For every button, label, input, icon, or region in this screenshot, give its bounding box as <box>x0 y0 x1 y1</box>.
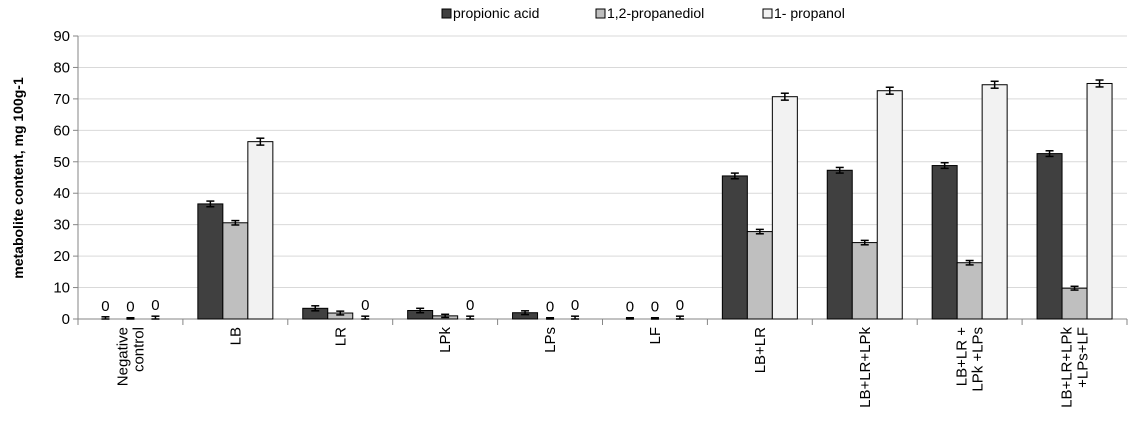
y-tick-label: 80 <box>53 59 70 76</box>
data-label: 0 <box>676 297 684 314</box>
bar <box>746 231 773 320</box>
bar <box>876 90 903 320</box>
legend-swatch-propionic-acid <box>441 8 452 19</box>
bar <box>771 96 798 320</box>
y-tick-label: 40 <box>53 185 70 202</box>
data-label: 0 <box>151 297 159 314</box>
bar <box>931 165 958 320</box>
bar <box>1061 287 1088 320</box>
x-tick-label: control <box>130 327 147 372</box>
x-tick-label: LPk +LPs <box>970 327 987 392</box>
data-label: 0 <box>651 299 659 316</box>
bar <box>981 84 1008 320</box>
x-tick-label: LB+LR+LPk <box>1059 327 1076 408</box>
y-tick-label: 30 <box>53 217 70 234</box>
x-tick-label: LB+LR+LPk <box>857 327 874 408</box>
x-tick-label: +LPs+LF <box>1075 327 1092 388</box>
legend: propionic acid 1,2-propanediol 1- propan… <box>441 5 845 21</box>
legend-swatch-propanol <box>762 8 773 19</box>
y-tick-label: 70 <box>53 91 70 108</box>
bar <box>222 222 249 320</box>
data-label: 0 <box>466 297 474 314</box>
x-tick-label: LB+LR <box>752 327 769 373</box>
y-tick-label: 50 <box>53 154 70 171</box>
bar <box>826 169 853 320</box>
data-label: 0 <box>126 299 134 316</box>
y-tick-label: 90 <box>53 28 70 45</box>
data-label: 0 <box>546 299 554 316</box>
x-tick-label: Negative <box>114 327 131 386</box>
legend-label-propanediol: 1,2-propanediol <box>607 5 704 21</box>
y-tick-label: 60 <box>53 122 70 139</box>
x-tick-label: LB <box>227 327 244 345</box>
y-tick-label: 20 <box>53 248 70 265</box>
bar <box>197 203 224 320</box>
bar <box>851 242 878 320</box>
y-tick-label: 10 <box>53 280 70 297</box>
x-tick-label: LB+LR + <box>954 327 971 386</box>
data-label: 0 <box>626 299 634 316</box>
bar <box>956 262 983 320</box>
bar <box>721 175 748 320</box>
y-axis-title: metabolite content, mg 100g-1 <box>10 77 26 279</box>
x-tick-label: LPs <box>542 327 559 353</box>
y-tick-label: 0 <box>62 311 70 328</box>
bar <box>247 141 274 320</box>
x-tick-label: LR <box>332 327 349 346</box>
x-tick-label: LF <box>647 327 664 345</box>
legend-label-propanol: 1- propanol <box>774 5 845 21</box>
bar <box>1036 153 1063 320</box>
data-label: 0 <box>571 297 579 314</box>
bar <box>1086 82 1113 320</box>
data-label: 0 <box>361 297 369 314</box>
legend-label-propionic-acid: propionic acid <box>453 5 539 21</box>
legend-swatch-propanediol <box>595 8 606 19</box>
data-label: 0 <box>101 298 109 315</box>
x-tick-label: LPk <box>437 327 454 353</box>
